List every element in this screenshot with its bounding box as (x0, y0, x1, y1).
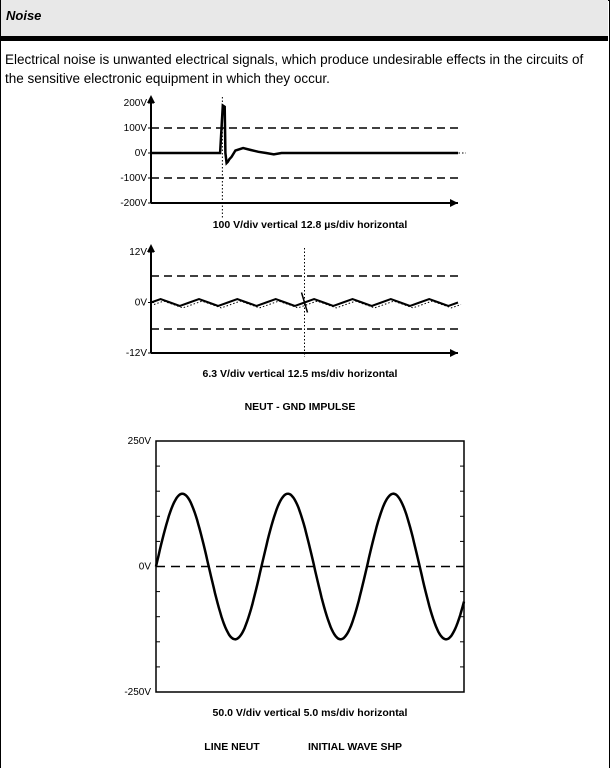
y-tick-label: -100V (120, 173, 147, 184)
y-axis-arrow (147, 244, 155, 252)
body-paragraph: Electrical noise is unwanted electrical … (5, 52, 584, 86)
section-title: Noise (6, 8, 42, 23)
section-header: Noise (1, 0, 608, 36)
sine-chart-footer-right: INITIAL WAVE SHP (308, 741, 402, 753)
noise-chart-subtitle: NEUT - GND IMPULSE (245, 401, 356, 413)
y-tick-label: 12V (129, 247, 147, 258)
y-tick-label: 0V (135, 298, 148, 309)
impulse-spike (300, 292, 309, 313)
x-axis-arrow (450, 199, 458, 207)
y-tick-label: 0V (139, 562, 152, 573)
y-tick-label: -250V (124, 687, 151, 698)
y-tick-label: -200V (120, 198, 147, 209)
y-tick-label: -12V (126, 348, 147, 359)
sine-chart-caption: 50.0 V/div vertical 5.0 ms/div horizonta… (213, 707, 408, 719)
impulse-trace (151, 103, 458, 166)
impulse-chart-caption: 100 V/div vertical 12.8 µs/div horizonta… (213, 219, 408, 231)
x-axis-arrow (450, 349, 458, 357)
header-rule (1, 36, 608, 41)
y-tick-label: 200V (124, 98, 148, 109)
y-tick-label: 100V (124, 123, 148, 134)
y-tick-label: 250V (128, 436, 152, 447)
y-tick-label: 0V (135, 148, 148, 159)
noise-chart-caption: 6.3 V/div vertical 12.5 ms/div horizonta… (203, 368, 398, 380)
y-axis-arrow (147, 95, 155, 103)
sine-chart-footer-left: LINE NEUT (204, 741, 260, 753)
sine-trace (154, 492, 466, 641)
